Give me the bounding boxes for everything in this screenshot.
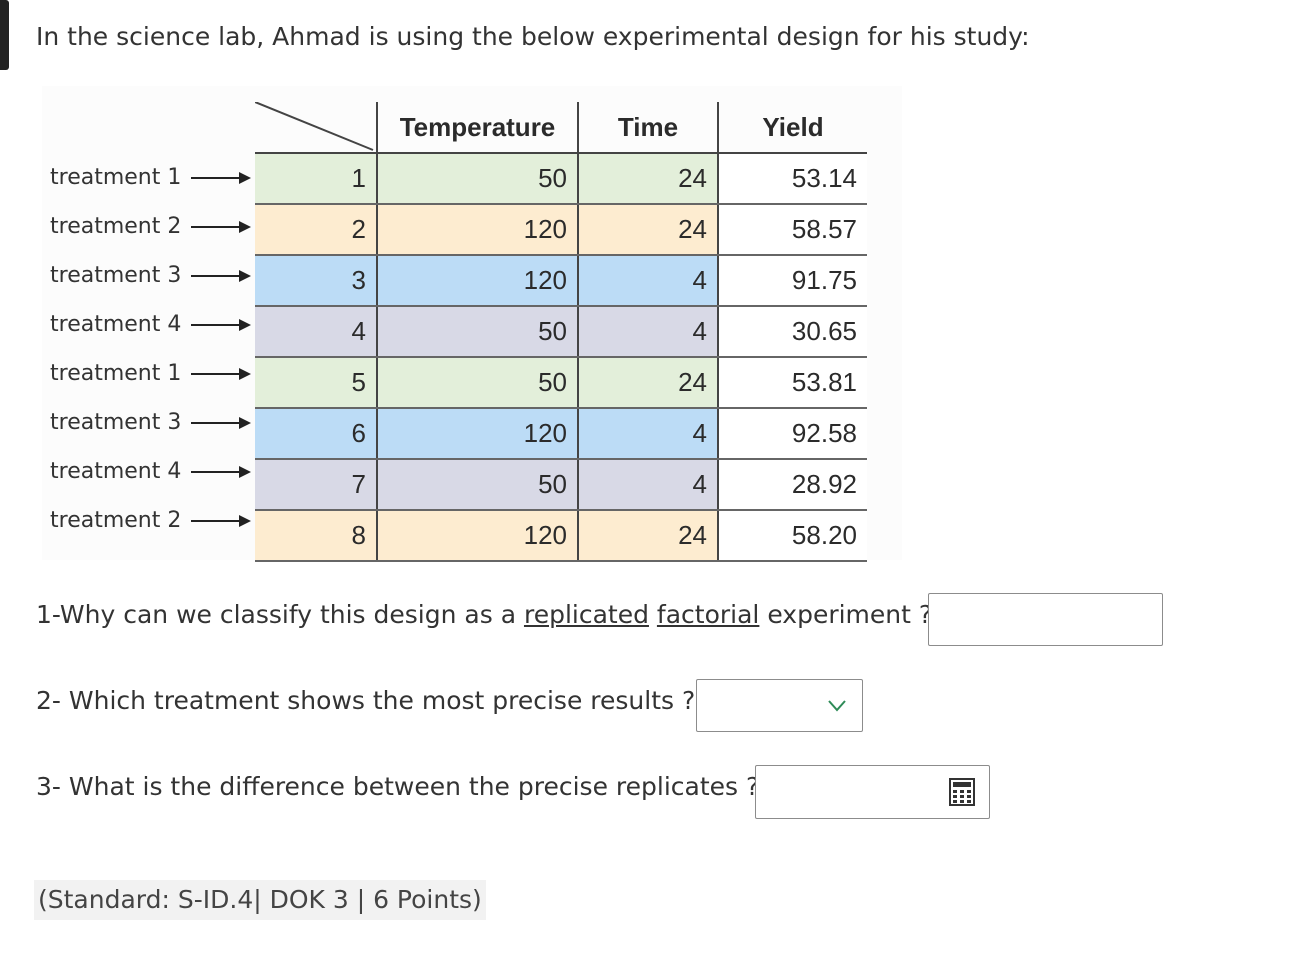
temperature-cell: 50	[376, 306, 578, 358]
row-label: treatment 1	[50, 153, 252, 202]
arrow-right-icon	[191, 514, 252, 527]
run-index: 8	[255, 510, 377, 562]
row-label: treatment 2	[50, 202, 252, 251]
yield-cell: 53.81	[717, 357, 867, 409]
temperature-cell: 120	[376, 408, 578, 460]
table-row: 3 120 4 91.75	[255, 255, 867, 307]
arrow-right-icon	[191, 367, 252, 380]
temperature-cell: 120	[376, 255, 578, 307]
question-1-text: 1-Why can we classify this design as a r…	[36, 600, 933, 629]
time-cell: 4	[577, 459, 718, 511]
question-marker-bar	[0, 0, 9, 70]
temperature-cell: 50	[376, 153, 578, 205]
yield-cell: 58.20	[717, 510, 867, 562]
yield-cell: 30.65	[717, 306, 867, 358]
calculator-icon[interactable]	[949, 778, 975, 806]
time-cell: 24	[577, 204, 718, 256]
table-row: 7 50 4 28.92	[255, 459, 867, 511]
question-2-treatment-select[interactable]	[696, 679, 863, 732]
table-row: 5 50 24 53.81	[255, 357, 867, 409]
data-table: Temperature Time Yield 1 50 24 53.14 2 1…	[255, 102, 867, 562]
temperature-cell: 50	[376, 357, 578, 409]
underlined-factorial: factorial	[656, 600, 760, 629]
header-yield: Yield	[717, 102, 867, 154]
yield-cell: 53.14	[717, 153, 867, 205]
run-index: 3	[255, 255, 377, 307]
time-cell: 4	[577, 408, 718, 460]
header-time: Time	[577, 102, 718, 154]
arrow-right-icon	[191, 220, 252, 233]
run-index: 7	[255, 459, 377, 511]
run-index: 1	[255, 153, 377, 205]
table-row: 2 120 24 58.57	[255, 204, 867, 256]
row-label: treatment 3	[50, 251, 252, 300]
time-cell: 24	[577, 357, 718, 409]
row-label: treatment 3	[50, 398, 252, 447]
yield-cell: 92.58	[717, 408, 867, 460]
arrow-right-icon	[191, 318, 252, 331]
row-label: treatment 1	[50, 349, 252, 398]
arrow-right-icon	[191, 416, 252, 429]
temperature-cell: 120	[376, 204, 578, 256]
run-index: 5	[255, 357, 377, 409]
experimental-design-table: treatment 1 treatment 2 treatment 3 trea…	[42, 86, 902, 562]
time-cell: 24	[577, 153, 718, 205]
time-cell: 24	[577, 510, 718, 562]
yield-cell: 28.92	[717, 459, 867, 511]
arrow-right-icon	[191, 171, 252, 184]
question-1-answer-input[interactable]	[928, 593, 1163, 646]
temperature-cell: 120	[376, 510, 578, 562]
standard-label: (Standard: S-ID.4| DOK 3 | 6 Points)	[34, 880, 486, 920]
table-row: 1 50 24 53.14	[255, 153, 867, 205]
yield-cell: 58.57	[717, 204, 867, 256]
run-index: 2	[255, 204, 377, 256]
table-row: 8 120 24 58.20	[255, 510, 867, 562]
question-2-text: 2- Which treatment shows the most precis…	[36, 686, 696, 715]
diagonal-header-cell	[255, 102, 377, 154]
arrow-right-icon	[191, 269, 252, 282]
header-temperature: Temperature	[376, 102, 578, 154]
temperature-cell: 50	[376, 459, 578, 511]
arrow-right-icon	[191, 465, 252, 478]
table-row: 6 120 4 92.58	[255, 408, 867, 460]
question-intro: In the science lab, Ahmad is using the b…	[36, 22, 1030, 51]
underlined-replicated: replicated	[523, 600, 649, 629]
question-3-text: 3- What is the difference between the pr…	[36, 772, 760, 801]
run-index: 6	[255, 408, 377, 460]
chevron-down-icon[interactable]	[826, 694, 848, 716]
yield-cell: 91.75	[717, 255, 867, 307]
run-index: 4	[255, 306, 377, 358]
row-label: treatment 2	[50, 496, 252, 545]
diagonal-line	[255, 102, 374, 151]
row-label: treatment 4	[50, 447, 252, 496]
question-3-answer-input[interactable]	[755, 765, 990, 819]
row-label: treatment 4	[50, 300, 252, 349]
time-cell: 4	[577, 306, 718, 358]
time-cell: 4	[577, 255, 718, 307]
table-row: 4 50 4 30.65	[255, 306, 867, 358]
